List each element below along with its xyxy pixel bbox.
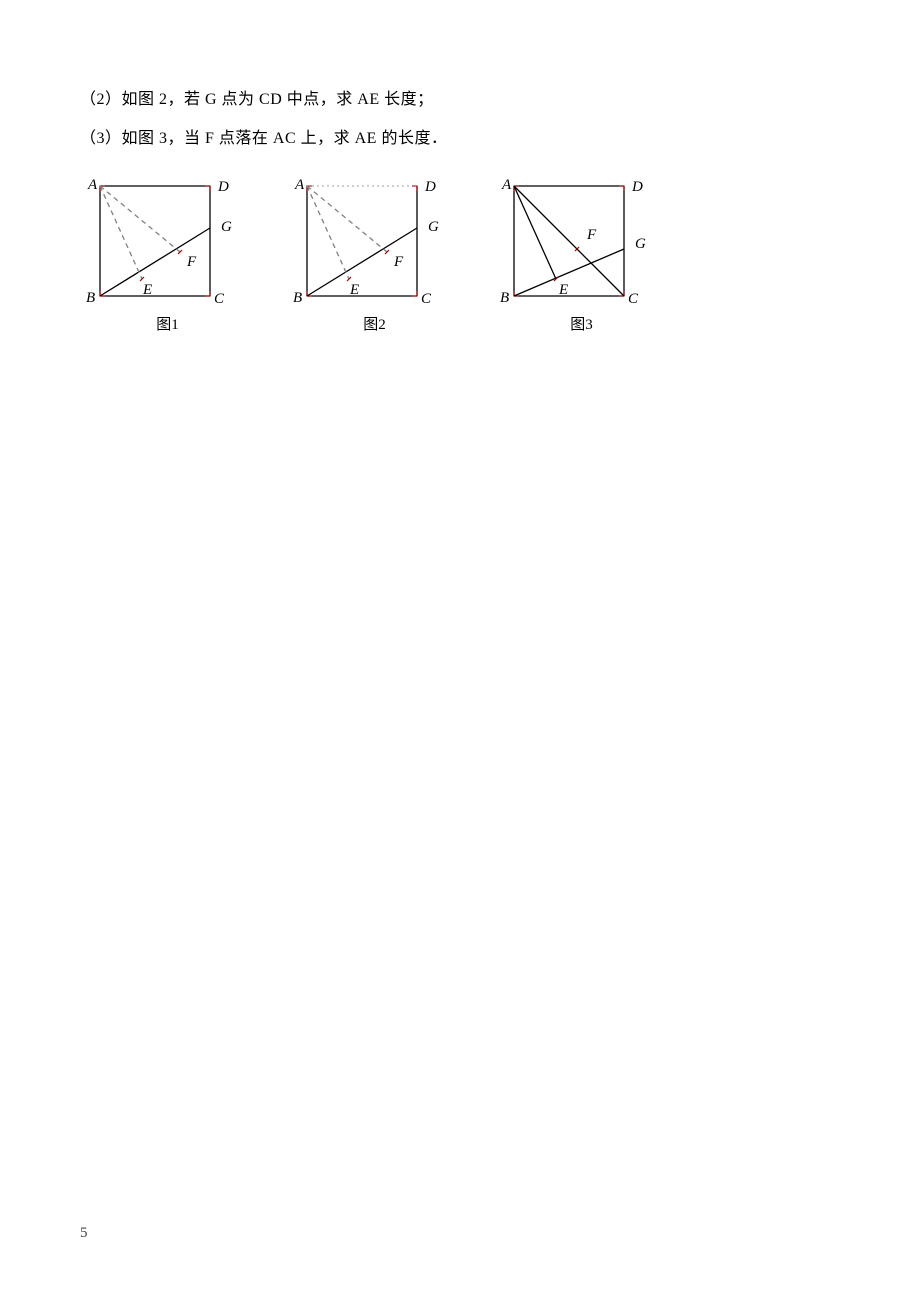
figure-3-caption: 图3 [570,313,593,334]
svg-text:B: B [86,290,95,306]
svg-text:D: D [631,179,643,195]
figure-2-svg: A D B C G F E [287,176,462,311]
figure-1-svg: A D B C G F E [80,176,255,311]
svg-text:C: C [214,291,225,307]
svg-text:E: E [558,282,568,298]
svg-text:G: G [428,219,439,235]
figure-3-svg: A D B C G F E [494,176,669,311]
svg-text:E: E [349,282,359,298]
figure-2: A D B C G F E图2 [287,176,462,334]
svg-text:F: F [393,254,404,270]
svg-text:D: D [424,179,436,195]
svg-text:B: B [500,290,509,306]
svg-text:B: B [293,290,302,306]
problem-2-text: （2）如图 2，若 G 点为 CD 中点，求 AE 长度； [80,86,840,115]
figure-2-caption: 图2 [363,313,386,334]
figure-1: A D B C G F E图1 [80,176,255,334]
svg-text:A: A [294,177,305,193]
svg-text:F: F [586,227,597,243]
svg-text:G: G [221,219,232,235]
page-content: （2）如图 2，若 G 点为 CD 中点，求 AE 长度； （3）如图 3，当 … [0,0,920,334]
svg-text:D: D [217,179,229,195]
svg-text:G: G [635,236,646,252]
svg-text:E: E [142,282,152,298]
problem-3-text: （3）如图 3，当 F 点落在 AC 上，求 AE 的长度． [80,125,840,154]
svg-text:F: F [186,254,197,270]
figures-row: ADBCGFE图1ADBCGFE图2ADBCGFE图3 [80,176,840,334]
svg-text:C: C [628,291,639,307]
svg-text:A: A [87,177,98,193]
svg-text:A: A [501,177,512,193]
page-number: 5 [80,1225,88,1242]
figure-1-caption: 图1 [156,313,179,334]
figure-3: A D B C G F E图3 [494,176,669,334]
svg-text:C: C [421,291,432,307]
